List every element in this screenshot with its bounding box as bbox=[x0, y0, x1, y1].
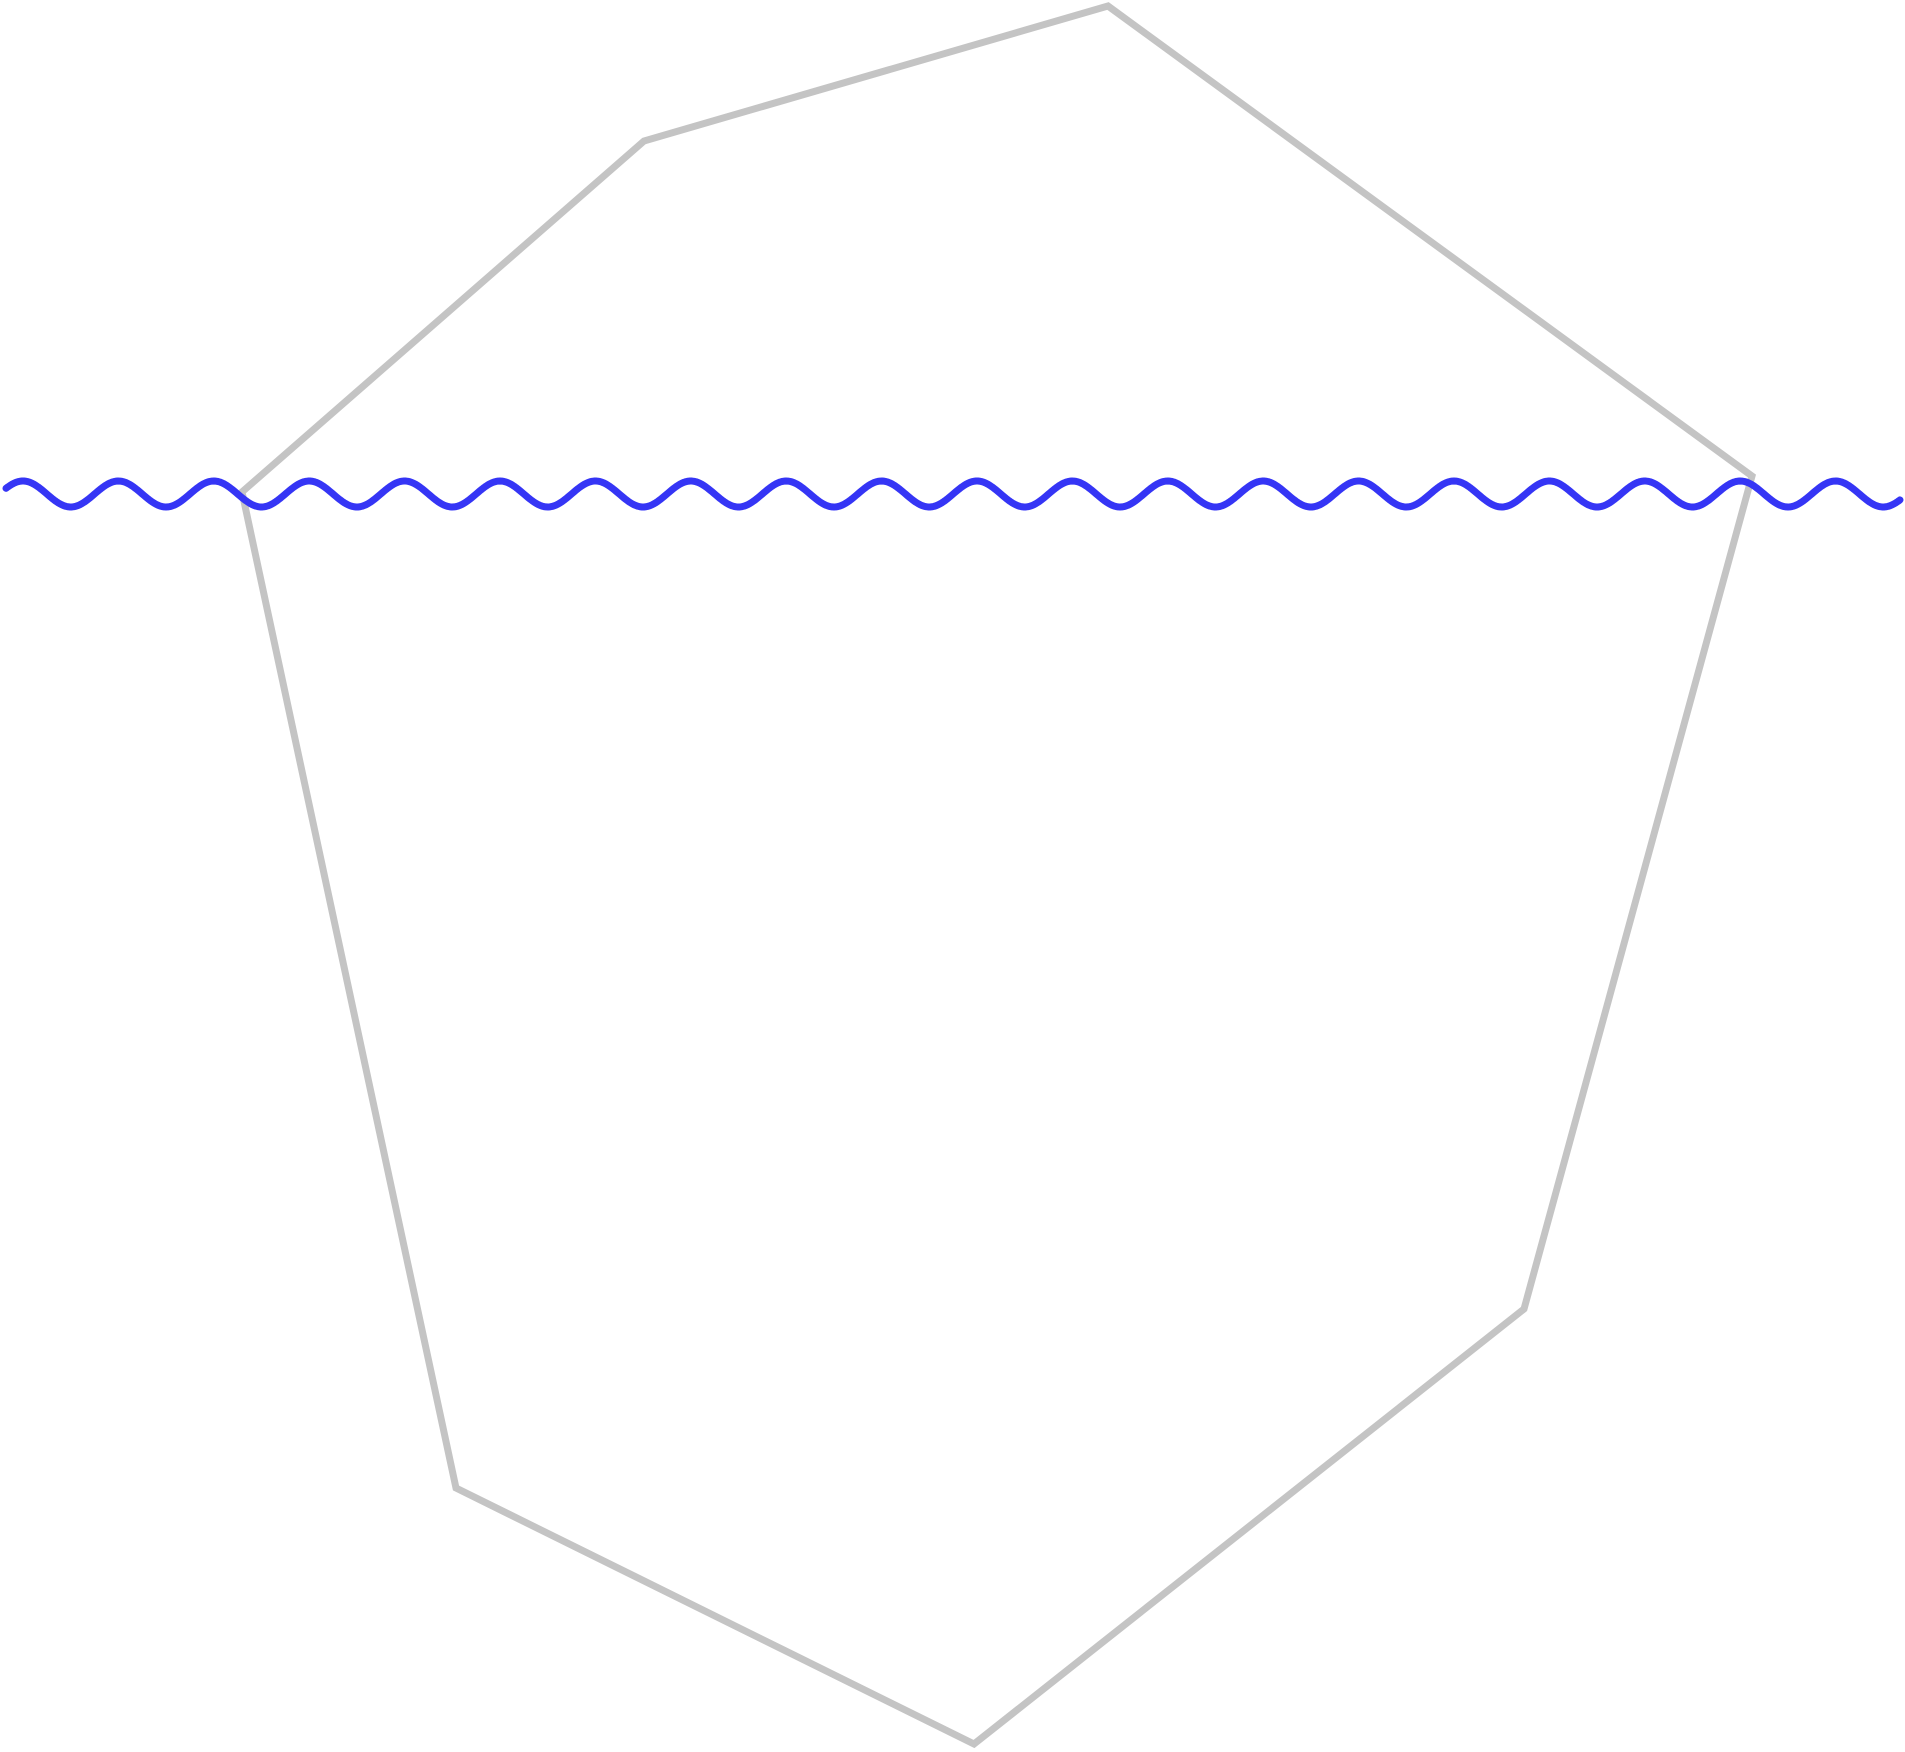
wavy-line bbox=[2, 477, 1904, 511]
heptagon-outline bbox=[238, 2, 1757, 1749]
